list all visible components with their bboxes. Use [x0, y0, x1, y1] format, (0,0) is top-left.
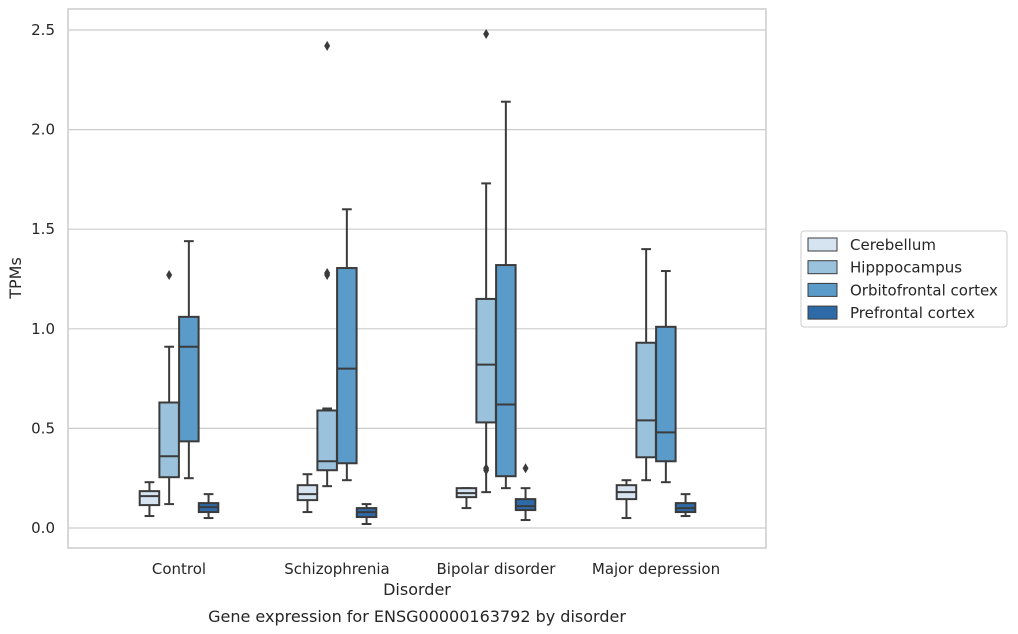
y-tick-label: 1.5 — [31, 220, 55, 238]
y-tick-label: 1.0 — [31, 320, 55, 338]
x-tick-label: Schizophrenia — [284, 560, 389, 578]
y-axis: 0.0 0.5 1.0 1.5 2.0 2.5 — [31, 21, 55, 537]
box-0-2 — [178, 240, 200, 480]
legend-item: Prefrontal cortex — [807, 304, 975, 322]
y-tick-label: 0.0 — [31, 519, 55, 537]
box-body — [296, 484, 319, 502]
legend-item: Orbitofrontal cortex — [807, 281, 998, 299]
box-2-0 — [455, 487, 478, 510]
x-tick-label: Control — [152, 560, 206, 578]
box-1-0 — [296, 473, 319, 514]
legend-swatch — [807, 305, 838, 320]
box-2-2 — [495, 100, 517, 490]
box-body — [138, 490, 161, 507]
outlier-point — [324, 40, 331, 51]
box-1-2 — [336, 208, 358, 482]
chart-caption: Gene expression for ENSG00000163792 by d… — [208, 607, 626, 626]
box-body — [514, 498, 537, 512]
plot-frame — [67, 8, 767, 549]
legend-swatch — [807, 260, 838, 275]
x-axis: Control Schizophrenia Bipolar disorder Majo… — [152, 560, 720, 578]
box-1-3 — [355, 503, 378, 526]
y-axis-label: TPMs — [6, 257, 25, 300]
outlier-point — [522, 463, 529, 474]
box-0-0 — [138, 481, 161, 518]
y-tick-label: 2.0 — [31, 121, 55, 139]
legend-label: Cerebellum — [850, 236, 936, 254]
box-0-1 — [158, 270, 180, 506]
legend: Cerebellum Hipppocampus Orbitofrontal cort… — [800, 230, 1008, 328]
legend-label: Hipppocampus — [850, 259, 962, 277]
legend-swatch — [807, 282, 838, 297]
box-body — [158, 401, 180, 479]
x-tick-label: Major depression — [592, 560, 720, 578]
legend-label: Prefrontal cortex — [850, 304, 975, 322]
outlier-point — [324, 268, 331, 279]
box-2-1 — [475, 28, 497, 494]
box-3-2 — [655, 270, 677, 484]
box-3-0 — [615, 479, 638, 520]
outlier-point — [483, 28, 490, 39]
outlier-point — [483, 463, 490, 474]
box-1-1 — [316, 40, 338, 488]
legend-item: Cerebellum — [807, 236, 936, 254]
legend-label: Orbitofrontal cortex — [850, 281, 998, 299]
x-axis-label: Disorder — [383, 580, 451, 599]
x-tick-label: Bipolar disorder — [437, 560, 557, 578]
box-0-3 — [197, 493, 220, 520]
outlier-point — [166, 270, 173, 281]
box-layer — [138, 28, 697, 526]
box-body — [635, 341, 657, 459]
box-body — [655, 325, 677, 463]
y-tick-label: 0.5 — [31, 419, 55, 437]
box-3-3 — [674, 493, 697, 518]
box-3-1 — [635, 248, 657, 482]
legend-item: Hipppocampus — [807, 259, 962, 277]
box-2-3 — [514, 463, 537, 522]
box-body — [495, 264, 517, 478]
box-body — [178, 315, 200, 443]
legend-swatch — [807, 237, 838, 252]
legend-frame — [800, 230, 1008, 328]
box-body — [336, 267, 358, 465]
box-body — [475, 297, 497, 424]
y-tick-label: 2.5 — [31, 21, 55, 39]
